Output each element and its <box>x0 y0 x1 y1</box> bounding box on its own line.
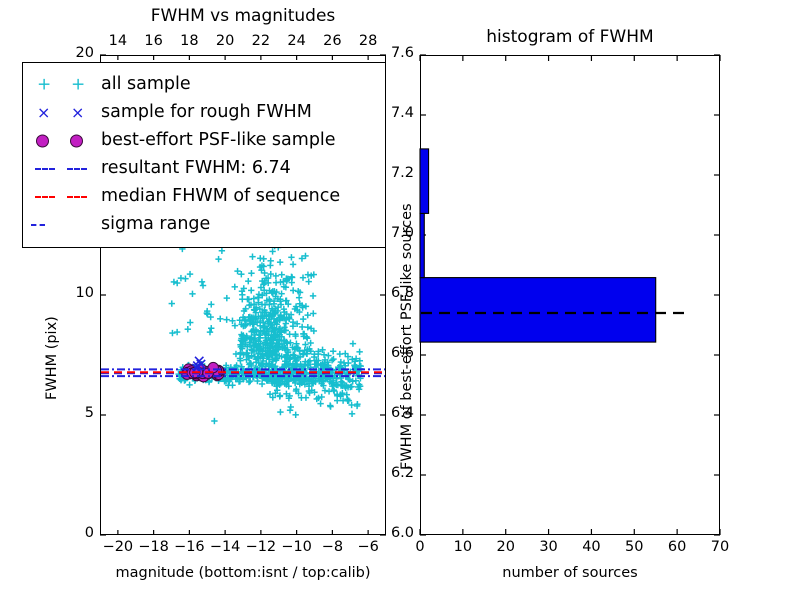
legend-item-0[interactable]: + + all sample <box>31 71 375 99</box>
right-ytick-6: 7.2 <box>390 165 414 181</box>
left-toptick-6: 26 <box>323 33 342 49</box>
left-panel-title: FWHM vs magnitudes <box>150 6 336 26</box>
right-xtick-7: 70 <box>710 539 730 555</box>
legend-box: + + all sample × × sample for rough FWHM best-… <box>22 62 386 248</box>
right-ytick-1: 6.2 <box>390 465 414 481</box>
legend-marker-dot-icon <box>31 127 101 155</box>
left-xtick-7: −6 <box>357 539 379 555</box>
left-xtick-2: −16 <box>174 539 205 555</box>
legend-label-4: median FHWM of sequence <box>101 186 341 207</box>
right-ytick-3: 6.6 <box>390 345 414 361</box>
left-toptick-5: 24 <box>287 33 306 49</box>
legend-label-3: resultant FWHM: 6.74 <box>101 158 291 179</box>
left-xtick-5: −10 <box>281 539 312 555</box>
right-ytick-7: 7.4 <box>390 105 414 121</box>
right-xtick-6: 60 <box>667 539 687 555</box>
legend-item-4[interactable]: median FHWM of sequence <box>31 183 375 211</box>
left-xtick-3: −14 <box>209 539 241 555</box>
right-xtick-5: 50 <box>625 539 644 555</box>
left-toptick-3: 20 <box>215 33 235 49</box>
right-ytick-5: 7.0 <box>390 225 414 241</box>
legend-marker-plus-icon: + + <box>37 74 86 95</box>
histogram-bar-2 <box>419 148 430 214</box>
right-xtick-3: 30 <box>539 539 558 555</box>
histogram-bar-1 <box>419 212 425 279</box>
left-toptick-7: 28 <box>358 33 378 49</box>
legend-marker-dashed-icon <box>31 183 101 211</box>
left-toptick-1: 16 <box>144 33 163 49</box>
histogram-bar-0 <box>419 277 657 343</box>
left-xtick-4: −12 <box>245 539 277 555</box>
legend-label-0: all sample <box>101 74 191 95</box>
legend-item-2[interactable]: best-effort PSF-like sample <box>31 127 375 155</box>
legend-marker-dashed-icon <box>31 155 101 183</box>
left-xtick-1: −18 <box>138 539 169 555</box>
left-toptick-4: 22 <box>251 33 271 49</box>
right-ytick-4: 6.8 <box>390 285 414 301</box>
left-x-axis-label: magnitude (bottom:isnt / top:calib) <box>115 565 371 581</box>
left-xtick-0: −20 <box>102 539 134 555</box>
right-xtick-2: 20 <box>496 539 515 555</box>
right-panel-title: histogram of FWHM <box>486 27 654 47</box>
right-xtick-0: 0 <box>415 539 425 555</box>
right-x-axis-label: number of sources <box>502 565 638 581</box>
right-ytick-0: 6.0 <box>390 525 414 541</box>
legend-label-1: sample for rough FWHM <box>101 102 312 123</box>
legend-marker-dashdot-icon <box>31 211 101 239</box>
legend-marker-cross-icon: × × <box>37 103 85 122</box>
right-ytick-8: 7.6 <box>390 45 414 61</box>
legend-item-3[interactable]: resultant FWHM: 6.74 <box>31 155 375 183</box>
left-ytick-3: 20 <box>75 45 94 61</box>
left-ytick-0: 0 <box>84 525 94 541</box>
legend-item-1[interactable]: × × sample for rough FWHM <box>31 99 375 127</box>
legend-label-5: sigma range <box>101 214 211 235</box>
left-ytick-1: 5 <box>84 405 94 421</box>
left-xtick-6: −8 <box>321 539 344 555</box>
left-toptick-0: 14 <box>108 33 128 49</box>
left-toptick-2: 18 <box>180 33 199 49</box>
legend-label-2: best-effort PSF-like sample <box>101 130 336 151</box>
legend-item-5[interactable]: sigma range <box>31 211 375 239</box>
right-xtick-4: 40 <box>582 539 601 555</box>
right-xtick-1: 10 <box>453 539 473 555</box>
left-ytick-2: 10 <box>75 285 94 301</box>
right-ytick-2: 6.4 <box>390 405 414 421</box>
